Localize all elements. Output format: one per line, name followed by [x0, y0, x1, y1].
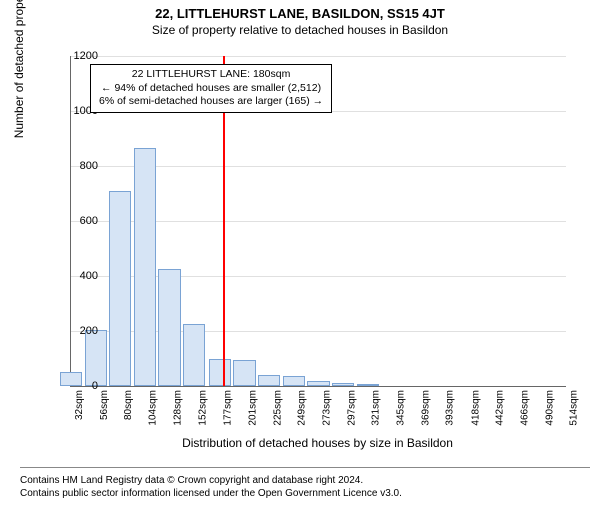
x-tick-label: 345sqm: [395, 390, 406, 426]
x-tick-label: 152sqm: [197, 390, 208, 426]
x-tick-label: 273sqm: [322, 390, 333, 426]
x-tick-label: 418sqm: [470, 390, 481, 426]
chart-title: 22, LITTLEHURST LANE, BASILDON, SS15 4JT: [0, 6, 600, 21]
bar: [183, 324, 205, 386]
x-tick-label: 369sqm: [420, 390, 431, 426]
x-tick-label: 321sqm: [371, 390, 382, 426]
bar: [233, 360, 255, 386]
x-tick-label: 56sqm: [99, 390, 110, 420]
bar: [307, 381, 329, 387]
footer-line-2: Contains public sector information licen…: [20, 487, 590, 500]
bar: [332, 383, 354, 386]
x-axis-label: Distribution of detached houses by size …: [70, 436, 565, 450]
chart-container: 22, LITTLEHURST LANE, BASILDON, SS15 4JT…: [0, 6, 600, 506]
annotation-line-2: ← 94% of detached houses are smaller (2,…: [99, 82, 323, 96]
x-tick-label: 249sqm: [297, 390, 308, 426]
x-tick-label: 393sqm: [445, 390, 456, 426]
annotation-line-1: 22 LITTLEHURST LANE: 180sqm: [99, 68, 323, 82]
x-tick-label: 80sqm: [123, 390, 134, 420]
x-tick-label: 466sqm: [520, 390, 531, 426]
bar: [357, 384, 379, 386]
y-tick-label: 600: [68, 215, 98, 227]
x-tick-label: 442sqm: [495, 390, 506, 426]
y-axis-label: Number of detached properties: [12, 0, 26, 138]
annotation-line-3: 6% of semi-detached houses are larger (1…: [99, 95, 323, 109]
bar: [85, 330, 107, 386]
x-tick-label: 490sqm: [544, 390, 555, 426]
bar: [158, 269, 180, 386]
y-tick-label: 200: [68, 325, 98, 337]
footer-line-1: Contains HM Land Registry data © Crown c…: [20, 474, 590, 487]
bar: [258, 375, 280, 386]
bar: [209, 359, 231, 387]
x-tick-label: 297sqm: [346, 390, 357, 426]
x-tick-label: 514sqm: [569, 390, 580, 426]
x-tick-label: 201sqm: [248, 390, 259, 426]
bar: [283, 376, 305, 386]
y-tick-label: 400: [68, 270, 98, 282]
x-tick-label: 104sqm: [148, 390, 159, 426]
x-tick-label: 128sqm: [173, 390, 184, 426]
footer: Contains HM Land Registry data © Crown c…: [20, 467, 590, 500]
annotation-box: 22 LITTLEHURST LANE: 180sqm ← 94% of det…: [90, 64, 332, 113]
x-tick-label: 32sqm: [74, 390, 85, 420]
bar: [109, 191, 131, 386]
x-tick-label: 225sqm: [272, 390, 283, 426]
y-tick-label: 800: [68, 160, 98, 172]
chart-subtitle: Size of property relative to detached ho…: [0, 23, 600, 37]
x-tick-label: 177sqm: [223, 390, 234, 426]
bar: [134, 148, 156, 386]
y-tick-label: 1200: [68, 50, 98, 62]
gridline: [71, 56, 566, 57]
